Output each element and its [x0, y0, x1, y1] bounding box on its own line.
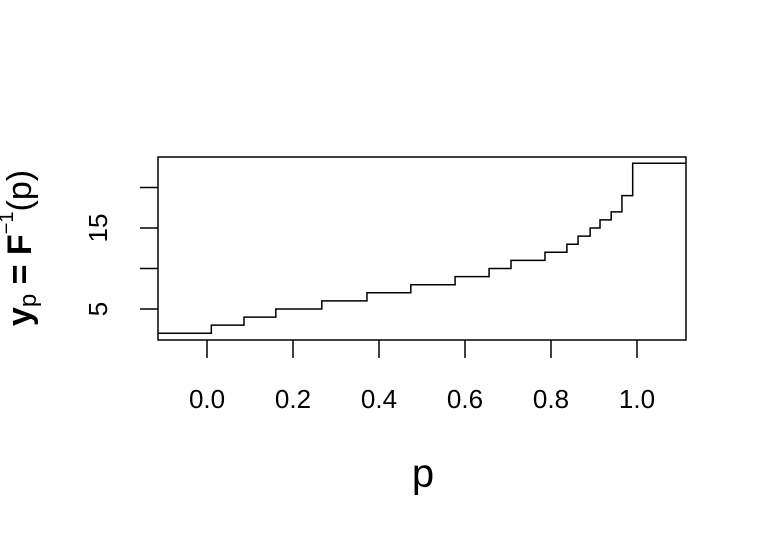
y-tick-label: 5: [83, 302, 113, 316]
step-line: [158, 162, 686, 335]
x-axis-label: p: [412, 452, 434, 496]
x-tick-label: 1.0: [619, 384, 655, 414]
y-tick-label: 15: [83, 214, 113, 243]
y-axis-label: yp = F−1(p): [0, 170, 42, 326]
x-tick-label: 0.0: [189, 384, 225, 414]
y-label-mid: = F: [1, 234, 39, 294]
y-label-end: (p): [1, 170, 39, 212]
x-tick-label: 0.6: [447, 384, 483, 414]
plot-frame: [157, 156, 687, 341]
x-tick-label: 0.8: [533, 384, 569, 414]
x-tick-label: 0.4: [361, 384, 397, 414]
y-label-base: y: [1, 307, 39, 326]
y-label-sub: p: [15, 294, 42, 307]
x-tick-label: 0.2: [275, 384, 311, 414]
y-label-sup: −1: [0, 211, 18, 234]
